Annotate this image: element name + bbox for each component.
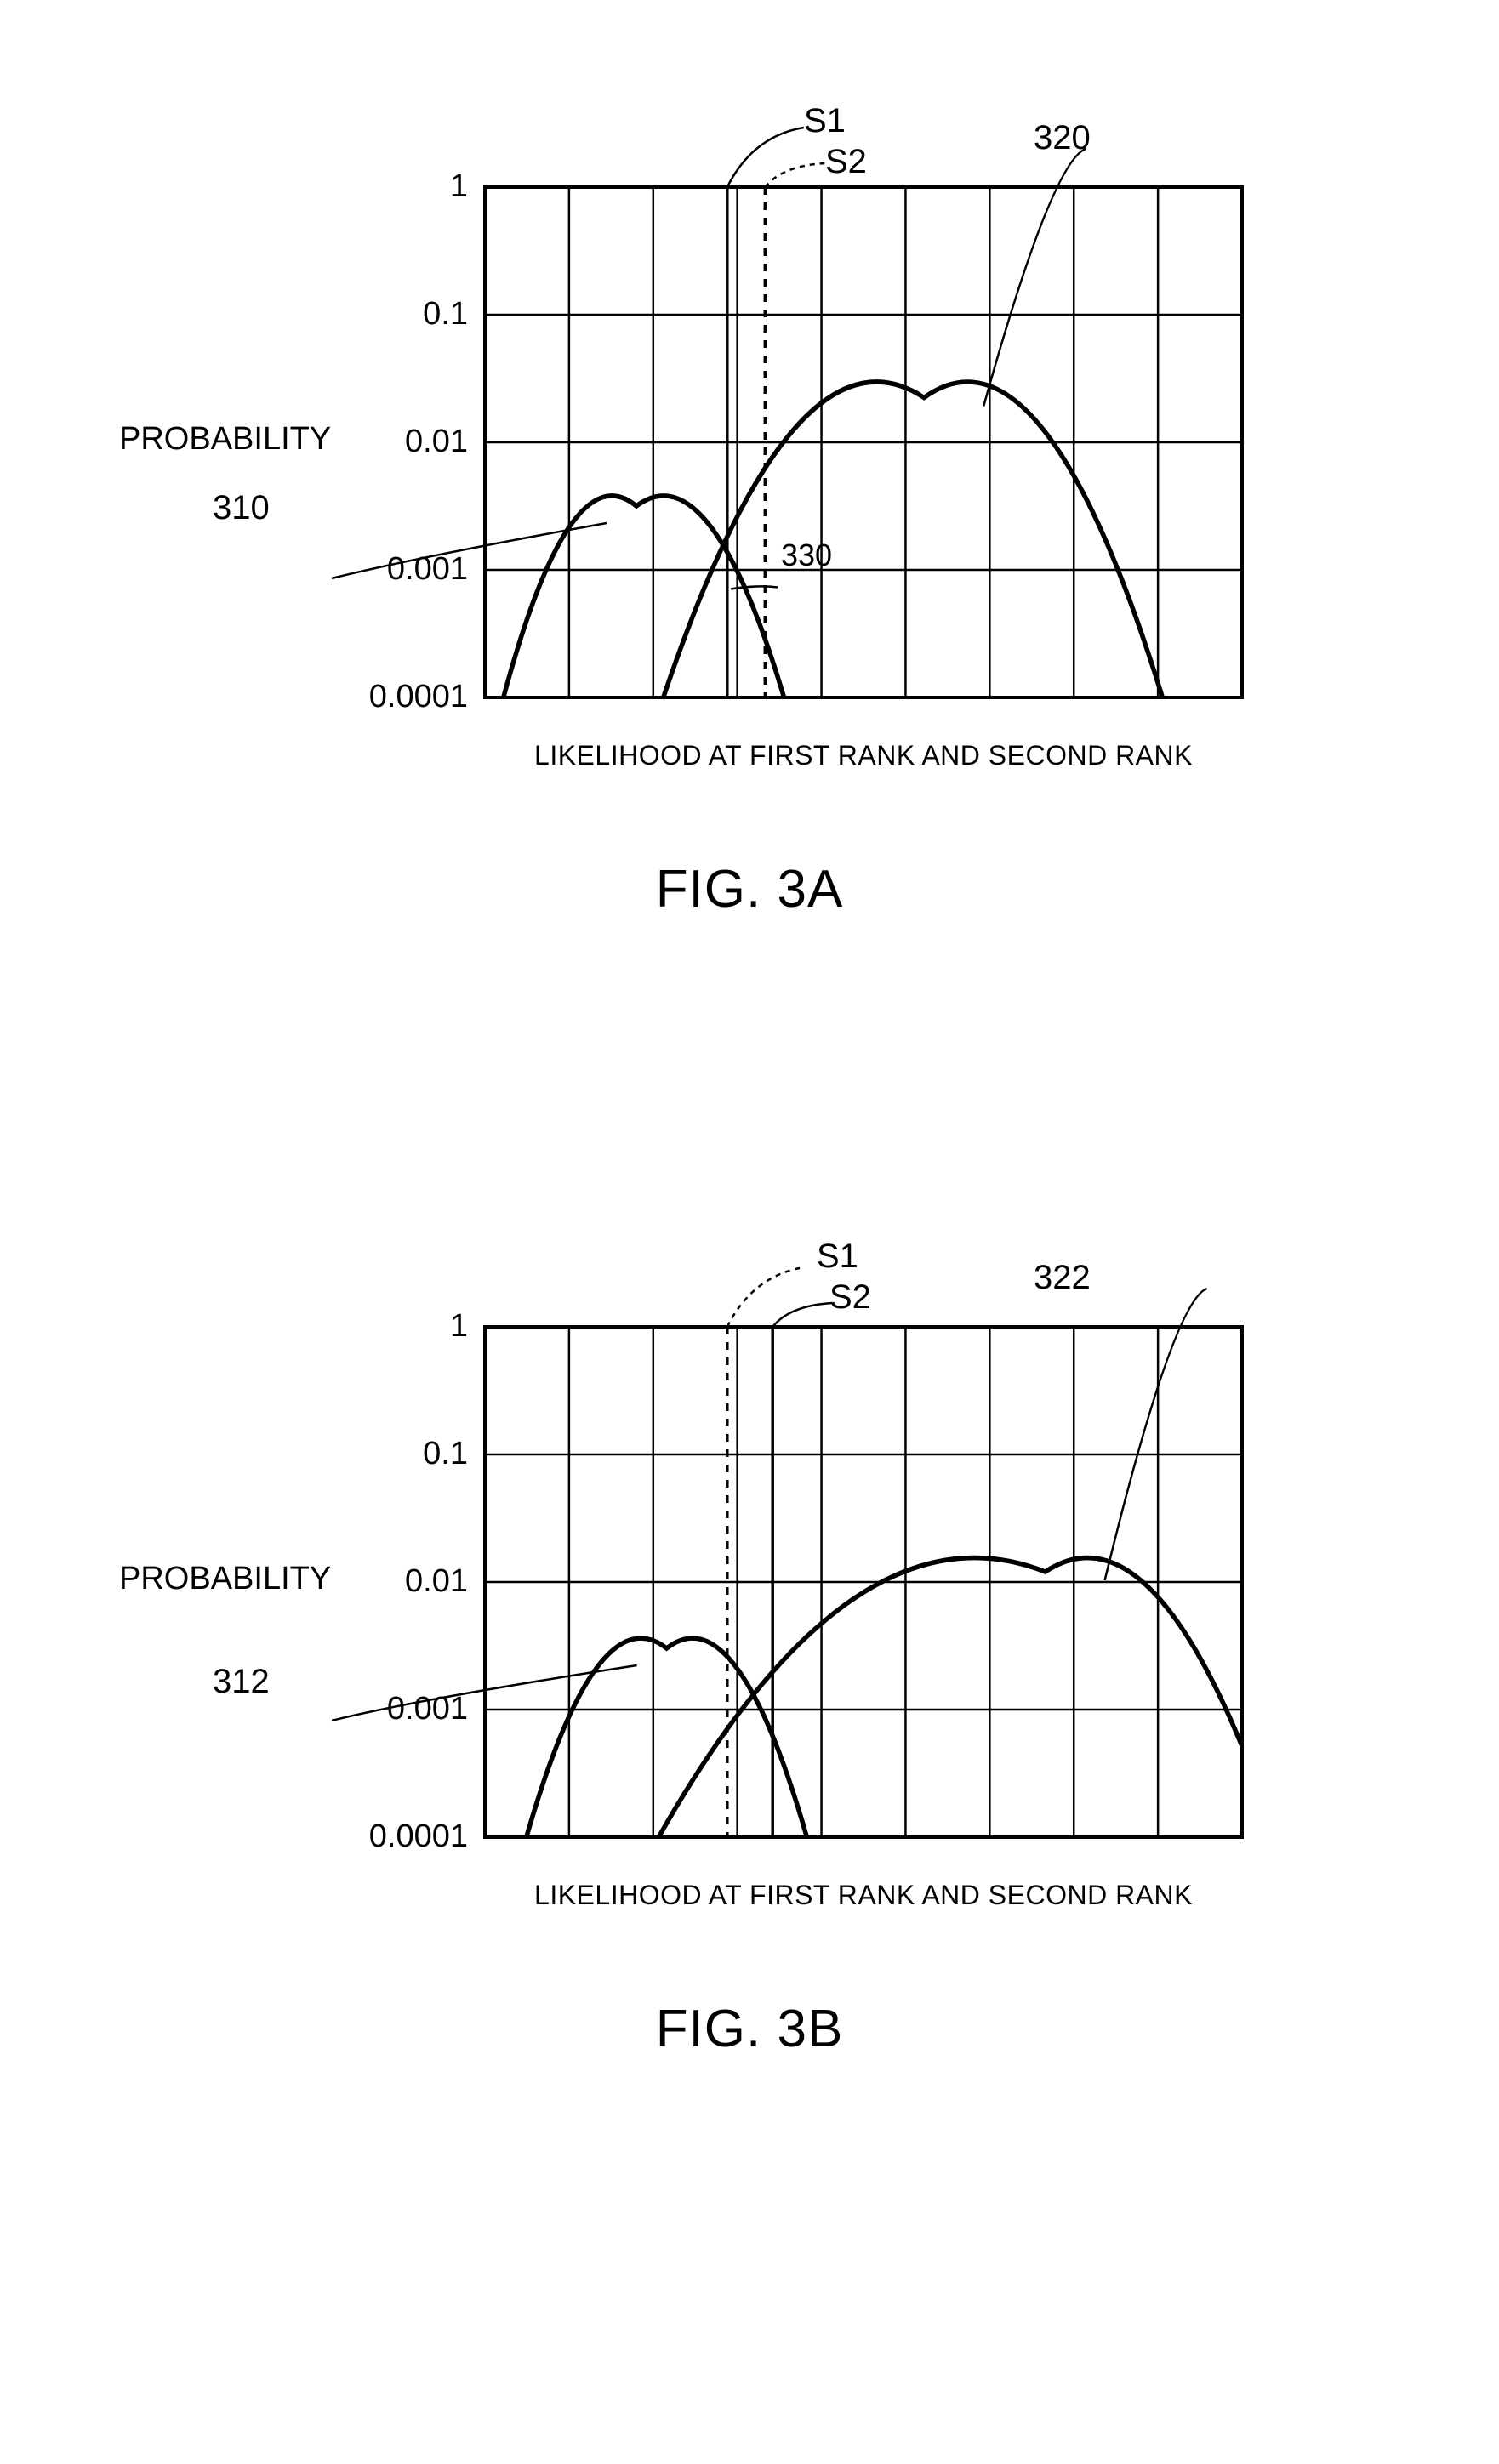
fig3a-plot <box>0 0 1499 936</box>
fig3b-ytick-1: 0.1 <box>366 1436 468 1472</box>
fig3b-plot <box>0 1131 1499 2067</box>
fig3b-s2-label: S2 <box>829 1278 871 1317</box>
fig3b-ytick-3: 0.001 <box>366 1691 468 1727</box>
fig3b-s1-label: S1 <box>817 1238 858 1276</box>
fig3b-xlabel: LIKELIHOOD AT FIRST RANK AND SECOND RANK <box>485 1880 1242 1911</box>
fig3a-ytick-4: 0.0001 <box>366 679 468 715</box>
fig3a-ytick-3: 0.001 <box>366 551 468 588</box>
fig3a-curve-right-label: 320 <box>1034 119 1091 157</box>
fig3b-caption: FIG. 3B <box>0 1999 1499 2059</box>
page: 1 0.1 0.01 0.001 0.0001 PROBABILITY 310 … <box>0 0 1499 2464</box>
fig3a-xlabel: LIKELIHOOD AT FIRST RANK AND SECOND RANK <box>485 740 1242 771</box>
fig3a-intersect-label: 330 <box>781 538 832 573</box>
fig3b-curve-right-label: 322 <box>1034 1259 1091 1297</box>
fig3b-ytick-2: 0.01 <box>366 1563 468 1600</box>
fig3a-s1-label: S1 <box>804 102 846 140</box>
fig3b-ylabel: PROBABILITY <box>119 1561 331 1597</box>
fig3a-ytick-2: 0.01 <box>366 424 468 460</box>
fig3b-ytick-4: 0.0001 <box>366 1818 468 1855</box>
fig3b-ytick-0: 1 <box>366 1308 468 1345</box>
fig3a-curve-left-label: 310 <box>213 489 270 527</box>
fig3a-ytick-0: 1 <box>366 168 468 205</box>
fig3a-ylabel: PROBABILITY <box>119 421 331 458</box>
fig3b-curve-left-label: 312 <box>213 1663 270 1701</box>
fig3a-caption: FIG. 3A <box>0 859 1499 919</box>
fig3a-ytick-1: 0.1 <box>366 296 468 333</box>
fig3a-s2-label: S2 <box>825 143 867 181</box>
